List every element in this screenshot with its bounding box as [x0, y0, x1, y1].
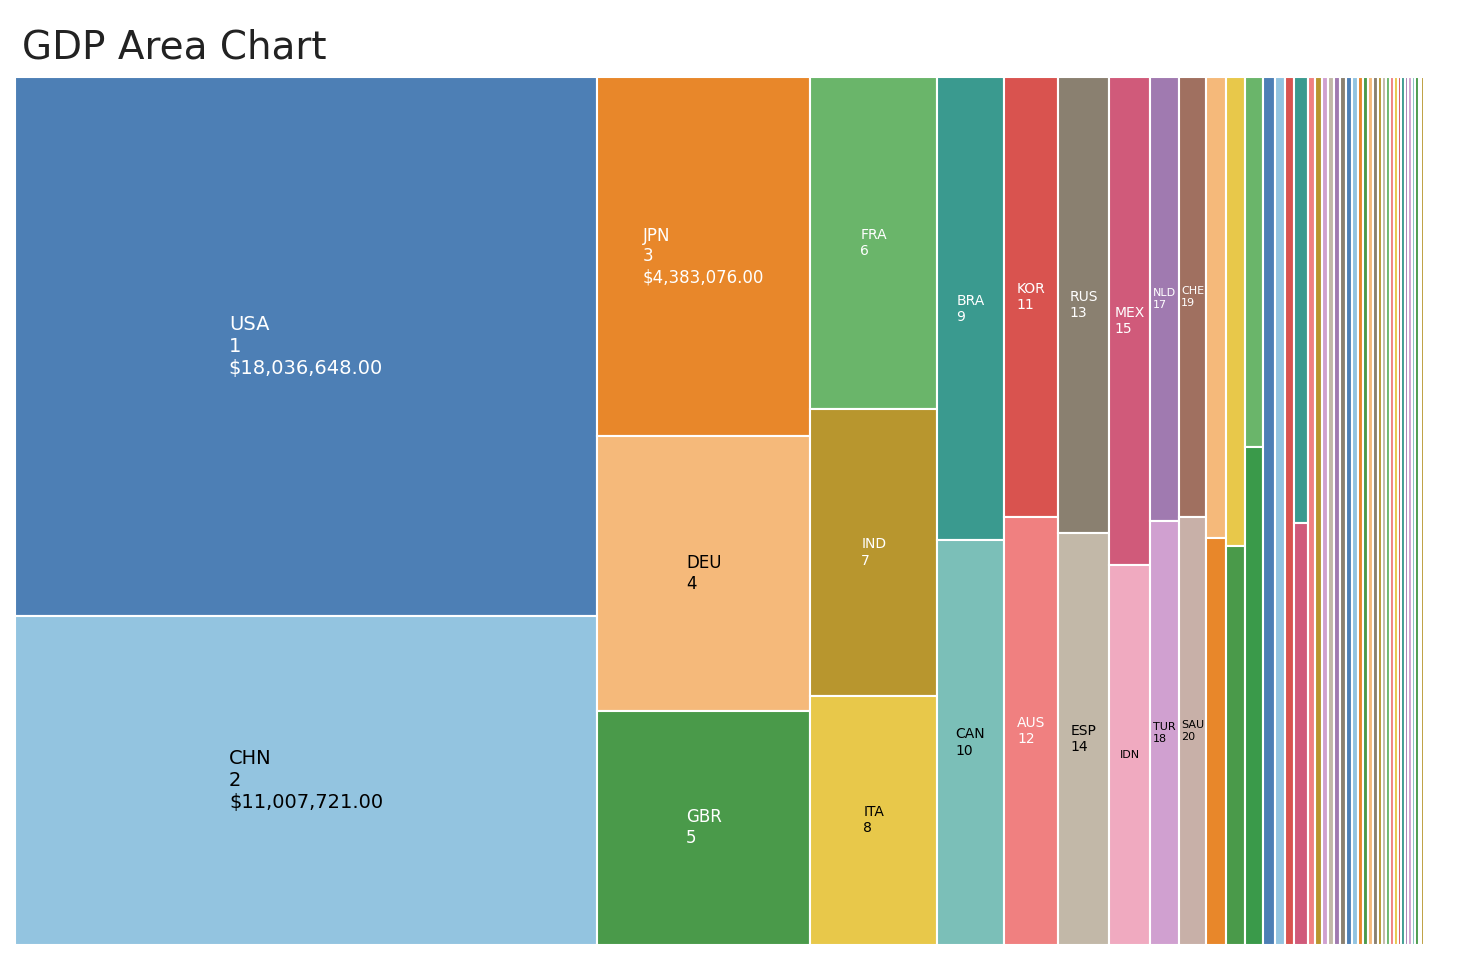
Bar: [1150, 522, 1180, 945]
Bar: [937, 540, 1005, 945]
Text: USA
1
$18,036,648.00: USA 1 $18,036,648.00: [229, 315, 383, 378]
Text: BRA
9: BRA 9: [956, 294, 984, 324]
Text: RUS
13: RUS 13: [1070, 290, 1098, 320]
Bar: [1293, 77, 1308, 522]
Bar: [811, 77, 937, 409]
Bar: [1357, 77, 1363, 945]
Bar: [1206, 77, 1226, 538]
Bar: [1423, 77, 1426, 945]
Bar: [1426, 77, 1427, 945]
Bar: [1416, 77, 1419, 945]
Text: GDP Area Chart: GDP Area Chart: [22, 29, 327, 67]
Text: FRA
6: FRA 6: [860, 228, 886, 258]
Text: ITA
8: ITA 8: [863, 805, 884, 836]
Text: TUR
18: TUR 18: [1153, 722, 1177, 744]
Bar: [1245, 77, 1264, 447]
Bar: [1419, 77, 1422, 945]
Bar: [1059, 533, 1110, 945]
Bar: [1322, 77, 1328, 945]
Bar: [937, 77, 1005, 540]
Bar: [1293, 522, 1308, 945]
Bar: [1346, 77, 1352, 945]
Bar: [1422, 77, 1423, 945]
Bar: [1430, 77, 1432, 945]
Bar: [1328, 77, 1334, 945]
Text: KOR
11: KOR 11: [1016, 282, 1045, 312]
Bar: [1315, 77, 1322, 945]
Bar: [15, 77, 598, 616]
Bar: [1110, 566, 1150, 945]
Text: AUS
12: AUS 12: [1018, 716, 1045, 746]
Text: ESP
14: ESP 14: [1070, 724, 1096, 754]
Bar: [1005, 517, 1059, 945]
Bar: [1059, 77, 1110, 533]
Text: NLD
17: NLD 17: [1153, 288, 1177, 310]
Text: IND
7: IND 7: [862, 538, 886, 568]
Text: CHN
2
$11,007,721.00: CHN 2 $11,007,721.00: [229, 749, 383, 812]
Text: MEX
15: MEX 15: [1114, 307, 1145, 336]
Bar: [1245, 447, 1264, 945]
Bar: [1389, 77, 1394, 945]
Bar: [1432, 77, 1433, 945]
Text: SAU
20: SAU 20: [1181, 720, 1204, 741]
Bar: [1180, 517, 1206, 945]
Bar: [1401, 77, 1406, 945]
Bar: [1226, 546, 1245, 945]
Bar: [1398, 77, 1401, 945]
Text: CHE
19: CHE 19: [1181, 286, 1204, 308]
Bar: [598, 77, 811, 436]
Text: DEU
4: DEU 4: [687, 554, 722, 593]
Bar: [1352, 77, 1357, 945]
Bar: [1368, 77, 1372, 945]
Bar: [1372, 77, 1378, 945]
Bar: [1264, 77, 1276, 945]
Text: IDN: IDN: [1120, 750, 1140, 760]
Bar: [598, 436, 811, 710]
Bar: [1406, 77, 1408, 945]
Bar: [1408, 77, 1411, 945]
Bar: [1363, 77, 1368, 945]
Bar: [1411, 77, 1416, 945]
Bar: [1284, 77, 1293, 945]
Text: GBR
5: GBR 5: [685, 809, 722, 847]
Bar: [1334, 77, 1340, 945]
Bar: [1276, 77, 1284, 945]
Bar: [1340, 77, 1346, 945]
Bar: [598, 710, 811, 945]
Bar: [1378, 77, 1382, 945]
Bar: [811, 696, 937, 945]
Bar: [1005, 77, 1059, 517]
Bar: [811, 409, 937, 696]
Bar: [1180, 77, 1206, 517]
Bar: [1387, 77, 1389, 945]
Text: CAN
10: CAN 10: [956, 728, 986, 758]
Bar: [1427, 77, 1430, 945]
Bar: [1308, 77, 1315, 945]
Bar: [1226, 77, 1245, 546]
Bar: [1394, 77, 1398, 945]
Text: JPN
3
$4,383,076.00: JPN 3 $4,383,076.00: [643, 227, 764, 286]
Bar: [15, 616, 598, 945]
Bar: [1206, 538, 1226, 945]
Bar: [1110, 77, 1150, 566]
Bar: [1150, 77, 1180, 522]
Bar: [1382, 77, 1387, 945]
